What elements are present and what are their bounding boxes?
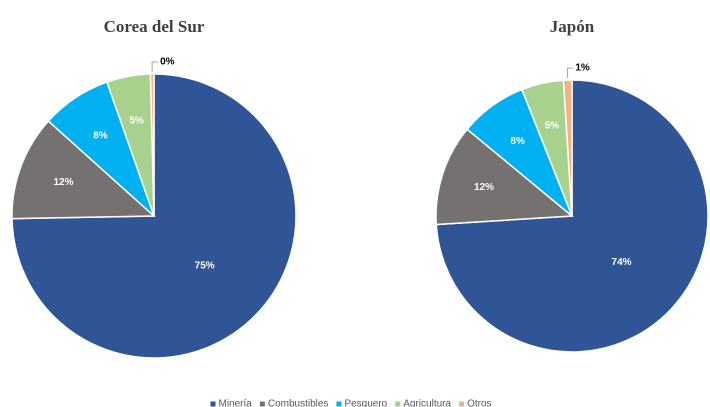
legend-swatch	[336, 401, 342, 407]
legend-label: Minería	[218, 399, 252, 407]
data-label: 8%	[510, 136, 525, 147]
data-label: 75%	[195, 260, 215, 271]
data-label: 8%	[93, 130, 108, 141]
pie-slice	[11, 120, 156, 220]
data-label: 5%	[129, 116, 144, 127]
legend-swatch	[395, 401, 401, 407]
data-label: 0%	[160, 57, 175, 68]
legend-label: Otros	[467, 399, 491, 407]
pie-slice	[435, 128, 574, 226]
pie-slice	[149, 73, 155, 217]
data-label: 12%	[54, 177, 74, 188]
chart-title: Japón	[550, 17, 595, 36]
chart-title: Corea del Sur	[104, 17, 205, 36]
legend-label: Agricultura	[403, 399, 451, 407]
legend-swatch	[210, 401, 216, 407]
data-label: 1%	[575, 63, 590, 74]
data-label: 5%	[545, 120, 560, 131]
legend-label: Pesquero	[344, 399, 387, 407]
data-label: 12%	[474, 182, 494, 193]
pie-slice	[562, 79, 573, 217]
leader-line	[566, 67, 574, 79]
legend-swatch	[259, 401, 265, 407]
legend-label: Combustibles	[268, 399, 329, 407]
data-label: 74%	[612, 257, 632, 268]
legend-swatch	[459, 401, 465, 407]
leader-line	[151, 61, 159, 73]
